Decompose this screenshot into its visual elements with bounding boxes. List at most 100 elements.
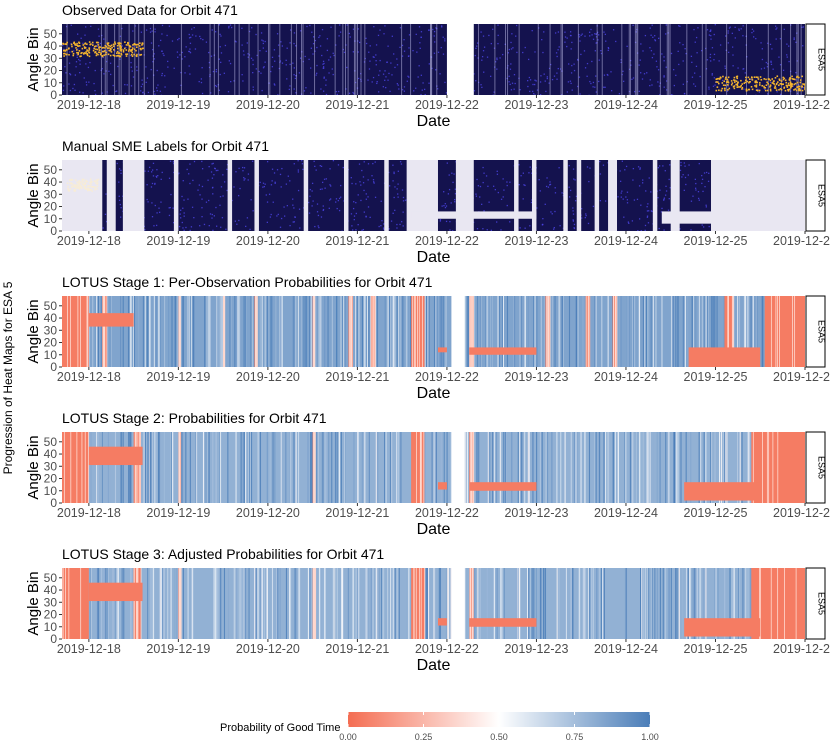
heatmap-cell-bright [727,81,730,84]
heatmap-cell-bright [727,80,729,83]
probability-stripe [500,568,502,639]
probability-stripe [381,568,383,639]
probability-stripe [744,296,746,367]
heatmap-cell [591,34,593,36]
bad-time-stripe [546,296,548,367]
heatmap-cell [445,220,448,223]
bad-time-stripe [762,432,763,503]
probability-stripe [437,296,439,367]
heatmap-cell-bright [113,49,115,51]
heatmap-cell [642,50,644,52]
probability-stripe [245,432,247,503]
heatmap-cell [496,173,499,175]
heatmap-cell [524,227,526,229]
probability-stripe [373,568,375,639]
probability-stripe [680,432,682,503]
probability-stripe [645,296,647,367]
heatmap-cell [507,52,510,54]
probability-stripe [668,568,670,639]
heatmap-cell [473,90,476,92]
bad-time-stripe [102,296,104,367]
heatmap-cell [502,53,504,56]
heatmap-cell-bright [788,78,791,81]
heatmap-cell [136,66,138,68]
probability-stripe [408,568,410,639]
heatmap-cell [485,175,488,177]
heatmap-cell [119,35,122,37]
heatmap-cell [251,160,254,163]
probability-stripe [267,296,269,367]
probability-stripe [147,296,149,367]
heatmap-cell-bright [739,86,742,88]
heatmap-cell [241,74,243,76]
heatmap-cell [289,29,292,31]
panel-title: Manual SME Labels for Orbit 471 [62,138,269,154]
heatmap-cell [189,229,191,231]
heatmap-cell [373,26,375,28]
probability-stripe [248,568,250,639]
heatmap-cell-bright [113,55,116,57]
heatmap-cell-bright [93,45,96,48]
heatmap-streak [430,24,432,95]
heatmap-cell-bright [95,52,98,55]
heatmap-cell [590,28,592,31]
heatmap-cell [151,30,153,32]
heatmap-cell [178,37,180,40]
bad-time-stripe [179,432,181,503]
probability-stripe [591,568,593,639]
heatmap-cell [530,201,533,204]
heatmap-cell [699,75,701,78]
heatmap-cell [783,28,785,31]
probability-stripe [319,568,321,639]
heatmap-cell-bright [141,42,144,45]
heatmap-cell [667,209,670,211]
heatmap-cell-bright [97,41,99,44]
heatmap-cell-bright [78,181,80,183]
heatmap-cell-bright [91,186,94,188]
heatmap-cell-bright [736,82,739,84]
data-gap [446,24,474,95]
heatmap-cell [796,92,799,95]
probability-stripe [340,296,342,367]
heatmap-cell [182,227,184,229]
heatmap-cell [181,195,183,198]
heatmap-cell [650,50,653,52]
bad-time-stripe [178,296,180,367]
probability-stripe [171,296,173,367]
heatmap-cell [708,86,710,88]
heatmap-cell [620,61,622,64]
probability-stripe [692,296,694,367]
heatmap-cell [598,59,600,61]
heatmap-cell [497,34,499,37]
heatmap-cell-bright [116,47,119,50]
probability-stripe [254,568,256,639]
heatmap-cell [708,88,710,90]
probability-stripe [646,296,648,367]
heatmap-streak [302,24,304,95]
probability-stripe [269,432,271,503]
heatmap-cell [335,198,338,200]
heatmap-cell [599,160,601,163]
heatmap-cell-bright [76,42,78,45]
heatmap-cell-bright [783,77,786,80]
probability-stripe [336,296,338,367]
probability-stripe [266,568,268,639]
heatmap-cell [542,218,544,220]
probability-stripe [363,296,365,367]
heatmap-cell-bright [129,45,132,48]
heatmap-cell-bright [74,43,76,45]
heatmap-cell-bright [759,76,762,78]
heatmap-cell [682,174,684,176]
heatmap-cell [219,196,222,198]
heatmap-cell-bright [64,52,66,55]
heatmap-cell [293,67,295,69]
heatmap-cell-bright [790,86,792,89]
heatmap-cell-bright [722,75,724,78]
heatmap-cell [103,38,105,40]
heatmap-cell [116,90,118,92]
heatmap-area-observed [62,24,805,95]
heatmap-cell-bright [83,52,86,54]
heatmap-cell [201,168,204,170]
probability-stripe [435,432,437,503]
probability-stripe [536,432,538,503]
